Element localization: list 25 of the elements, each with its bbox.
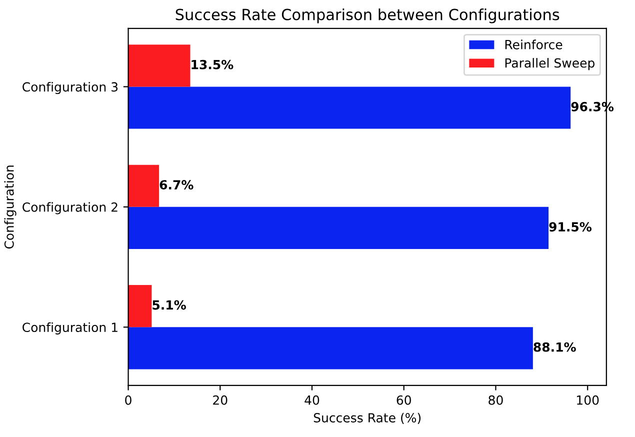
bar [128, 86, 571, 129]
x-axis-title: Success Rate (%) [314, 412, 421, 424]
bar [128, 164, 160, 207]
y-axis-title: Configuration [4, 166, 16, 249]
chart-title: Success Rate Comparison between Configurations [176, 8, 560, 24]
x-tick-label: 20 [213, 395, 228, 405]
data-label: 91.5% [549, 222, 592, 232]
legend-label: Parallel Sweep [505, 58, 594, 70]
bar [128, 44, 190, 87]
x-tick-label: 60 [396, 395, 411, 405]
data-label: 5.1% [152, 300, 186, 310]
data-label: 13.5% [192, 60, 234, 70]
bar [128, 327, 533, 370]
legend-label: Reinforce [505, 40, 562, 50]
y-tick-label: Configuration 2 [22, 202, 118, 214]
data-label: 6.7% [160, 180, 194, 190]
x-tick-label: 0 [125, 395, 132, 405]
x-tick-label: 100 [577, 395, 599, 405]
bar [128, 206, 549, 249]
y-tick-label: Configuration 1 [22, 322, 118, 334]
y-tick-label: Configuration 3 [22, 82, 118, 94]
bar [128, 285, 152, 328]
data-label: 88.1% [534, 342, 576, 352]
x-tick-label: 80 [488, 395, 503, 405]
x-tick-label: 40 [304, 395, 320, 405]
